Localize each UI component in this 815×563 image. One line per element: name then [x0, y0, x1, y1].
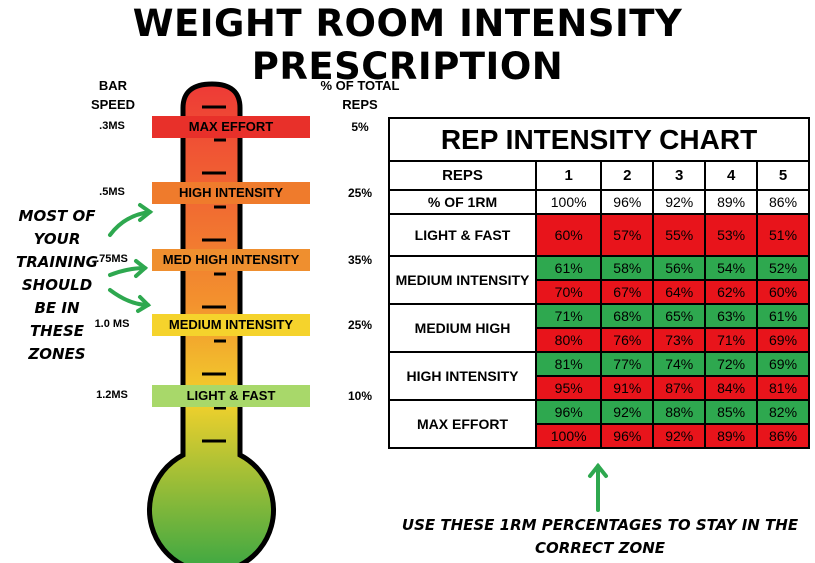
header-cell: 3: [652, 160, 707, 191]
pct-cell: 92%: [652, 189, 707, 215]
group-label: MEDIUM INTENSITY: [388, 255, 537, 305]
pct-cell: 61%: [534, 255, 603, 281]
zone-label: MEDIUM INTENSITY: [152, 314, 310, 336]
pct-row: % OF 1RM 100% 96% 92% 89% 86%: [388, 189, 810, 215]
pct-cell: % OF 1RM: [388, 189, 537, 215]
pct-cell: 86%: [756, 423, 810, 449]
header-cell: REPS: [388, 160, 537, 191]
group-row: 70% 67% 64% 62% 60%: [389, 279, 810, 305]
pct-cell: 81%: [534, 351, 603, 377]
group-row: MEDIUM HIGH 71% 68% 65% 63% 61%: [388, 303, 810, 353]
pct-cell: 100%: [534, 189, 603, 215]
pct-cell: 58%: [600, 255, 655, 281]
title: WEIGHT ROOM INTENSITY PRESCRIPTION: [132, 2, 683, 88]
share: 10%: [347, 389, 373, 403]
bar-speed: 1.0 MS: [94, 318, 130, 330]
bar-speed: 1.2MS: [96, 389, 128, 401]
group-label: MEDIUM HIGH: [388, 303, 537, 353]
pct-cell: 56%: [652, 255, 707, 281]
pct-cell: 92%: [600, 399, 655, 425]
pct-cell: 96%: [600, 423, 655, 449]
pct-cell: 62%: [704, 279, 759, 305]
pct-cell: 95%: [534, 375, 603, 401]
pct-cell: 71%: [704, 327, 759, 353]
share: 25%: [347, 318, 373, 332]
pct-cell: 67%: [600, 279, 655, 305]
pct-cell: 72%: [704, 351, 759, 377]
pct-cell: 85%: [704, 399, 759, 425]
pct-cell: 61%: [756, 303, 810, 329]
pct-cell: 63%: [704, 303, 759, 329]
header-row: REPS 1 2 3 4 5: [388, 160, 810, 191]
group-row: 95% 91% 87% 84% 81%: [389, 375, 810, 401]
group-label: MAX EFFORT: [388, 399, 537, 449]
pct-cell: 84%: [704, 375, 759, 401]
note: MOST OF YOUR TRAINING SHOULD BE IN THESE…: [16, 207, 98, 363]
pct-cell: 52%: [756, 255, 810, 281]
zone-label: LIGHT & FAST: [152, 385, 310, 407]
share: 35%: [347, 253, 373, 267]
bar-speed: .3MS: [99, 120, 125, 132]
share: 5%: [351, 120, 369, 134]
pct-cell: 100%: [534, 423, 603, 449]
pct-cell: 89%: [704, 189, 759, 215]
title-row: REP INTENSITY CHART: [388, 117, 810, 162]
pct-cell: 86%: [756, 189, 810, 215]
pct-cell: 55%: [652, 213, 707, 257]
pct-cell: 70%: [534, 279, 603, 305]
pct-cell: 60%: [534, 213, 603, 257]
zone-label: HIGH INTENSITY: [152, 182, 310, 204]
pct-cell: 88%: [652, 399, 707, 425]
pct-cell: 60%: [756, 279, 810, 305]
bar-speed-header: BAR SPEED: [90, 78, 136, 112]
pct-cell: 71%: [534, 303, 603, 329]
pct-cell: 96%: [600, 189, 655, 215]
pct-cell: 96%: [534, 399, 603, 425]
pct-cell: 87%: [652, 375, 707, 401]
pct-cell: 65%: [652, 303, 707, 329]
table-title: REP INTENSITY CHART: [388, 117, 810, 162]
group-row: 80% 76% 73% 71% 69%: [389, 327, 810, 353]
pct-cell: 53%: [704, 213, 759, 257]
bar-speed: .5MS: [99, 186, 125, 198]
caption: USE THESE 1RM PERCENTAGES TO STAY IN THE…: [401, 516, 799, 557]
pct-cell: 64%: [652, 279, 707, 305]
share-header: % OF TOTAL REPS: [320, 78, 400, 112]
pct-cell: 54%: [704, 255, 759, 281]
bar-speed: .75MS: [96, 253, 128, 265]
pct-cell: 74%: [652, 351, 707, 377]
pct-cell: 69%: [756, 327, 810, 353]
group-label: LIGHT & FAST: [388, 213, 537, 257]
header-cell: 5: [756, 160, 810, 191]
group-label: HIGH INTENSITY: [388, 351, 537, 401]
header-cell: 1: [534, 160, 603, 191]
header-cell: 4: [704, 160, 759, 191]
pct-cell: 80%: [534, 327, 603, 353]
pct-cell: 76%: [600, 327, 655, 353]
pct-cell: 81%: [756, 375, 810, 401]
pct-cell: 73%: [652, 327, 707, 353]
zone-label: MED HIGH INTENSITY: [152, 249, 310, 271]
group-row: 100% 96% 92% 89% 86%: [389, 423, 810, 449]
group-row: LIGHT & FAST 60% 57% 55% 53% 51%: [388, 213, 810, 257]
pct-cell: 51%: [756, 213, 810, 257]
pct-cell: 91%: [600, 375, 655, 401]
pct-cell: 57%: [600, 213, 655, 257]
zone-label: MAX EFFORT: [152, 116, 310, 138]
group-row: MEDIUM INTENSITY 61% 58% 56% 54% 52%: [388, 255, 810, 305]
pct-cell: 92%: [652, 423, 707, 449]
share: 25%: [347, 186, 373, 200]
pct-cell: 77%: [600, 351, 655, 377]
rep-intensity-table: REP INTENSITY CHART REPS 1 2 3 4 5% OF 1RM 100%…: [388, 117, 810, 449]
pct-cell: 68%: [600, 303, 655, 329]
group-row: HIGH INTENSITY 81% 77% 74% 72% 69%: [388, 351, 810, 401]
header-cell: 2: [600, 160, 655, 191]
pct-cell: 69%: [756, 351, 810, 377]
pct-cell: 82%: [756, 399, 810, 425]
group-row: MAX EFFORT 96% 92% 88% 85% 82%: [388, 399, 810, 449]
pct-cell: 89%: [704, 423, 759, 449]
